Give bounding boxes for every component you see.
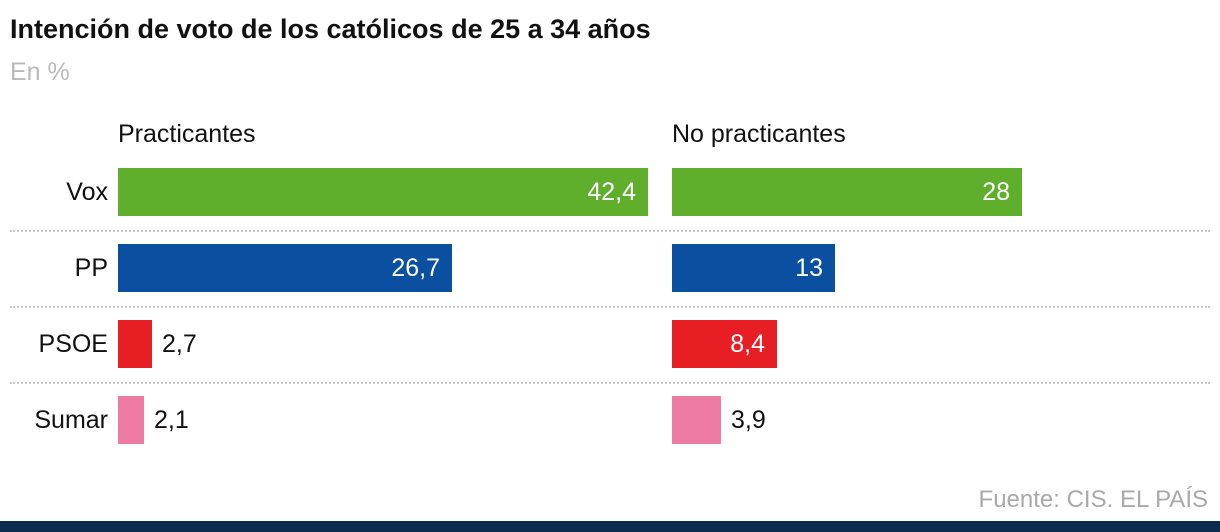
- source-note: Fuente: CIS. EL PAÍS: [978, 486, 1208, 513]
- row-separator: [10, 382, 1210, 384]
- bar-pp-practicantes: 26,7: [118, 244, 452, 292]
- bar-value-vox-practicantes: 42,4: [587, 178, 636, 206]
- row-label-pp: PP: [74, 254, 108, 282]
- bar-value-sumar-no-practicantes: 3,9: [731, 406, 766, 434]
- bar-sumar-no-practicantes: [672, 396, 721, 444]
- row-separator: [10, 230, 1210, 232]
- column-header-practicantes: Practicantes: [118, 120, 256, 148]
- row-label-psoe: PSOE: [38, 330, 108, 358]
- row-label-vox: Vox: [66, 178, 108, 206]
- row-label-sumar: Sumar: [34, 406, 108, 434]
- bar-value-vox-no-practicantes: 28: [982, 178, 1010, 206]
- bar-psoe-no-practicantes: 8,4: [672, 320, 777, 368]
- chart-title: Intención de voto de los católicos de 25…: [10, 14, 651, 44]
- row-separator: [10, 306, 1210, 308]
- bar-value-psoe-practicantes: 2,7: [162, 330, 197, 358]
- bar-value-psoe-no-practicantes: 8,4: [730, 330, 765, 358]
- bar-value-pp-no-practicantes: 13: [795, 254, 823, 282]
- bar-sumar-practicantes: [118, 396, 144, 444]
- bar-psoe-practicantes: [118, 320, 152, 368]
- column-header-no-practicantes: No practicantes: [672, 120, 846, 148]
- footer-brand-bar: [0, 521, 1220, 532]
- bar-value-pp-practicantes: 26,7: [391, 254, 440, 282]
- bar-vox-no-practicantes: 28: [672, 168, 1022, 216]
- bar-pp-no-practicantes: 13: [672, 244, 835, 292]
- bar-value-sumar-practicantes: 2,1: [154, 406, 189, 434]
- bar-vox-practicantes: 42,4: [118, 168, 648, 216]
- chart-subtitle: En %: [10, 58, 70, 86]
